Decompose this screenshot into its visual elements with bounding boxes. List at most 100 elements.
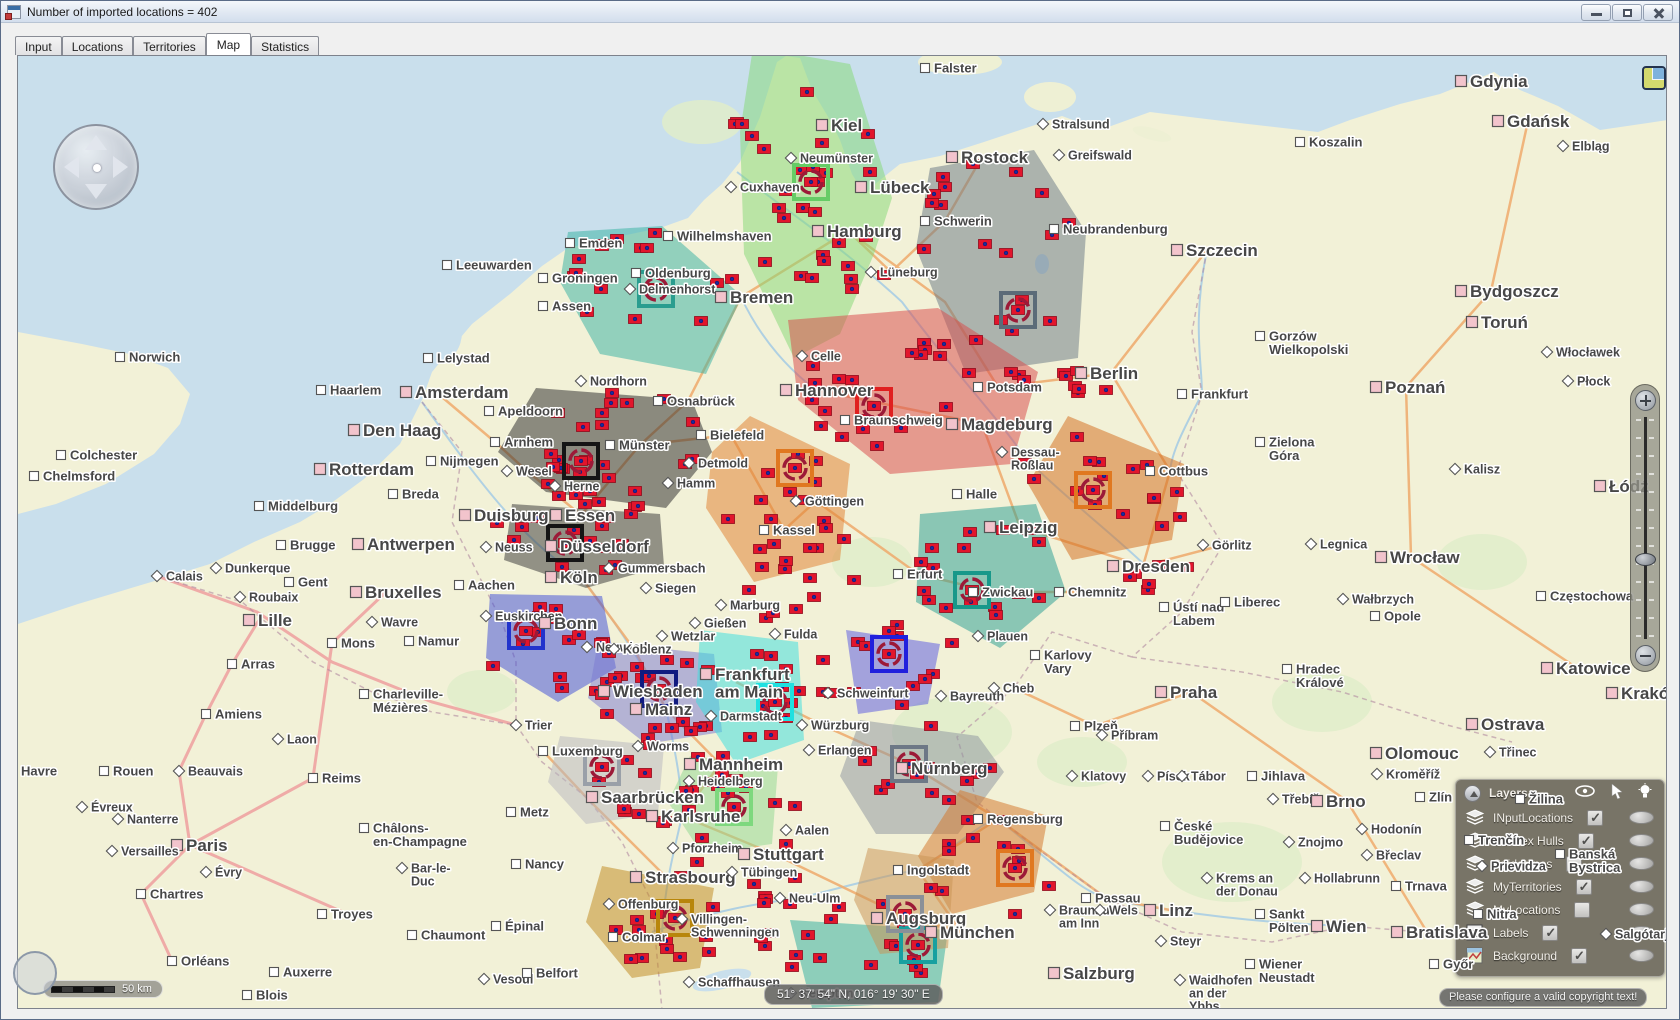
location-marker[interactable] [764,730,778,740]
layer-visibility-checkbox[interactable] [1587,809,1604,826]
location-marker[interactable] [762,928,776,938]
pan-up-arrow-icon[interactable] [85,135,107,150]
location-marker[interactable] [553,672,567,682]
location-marker[interactable] [779,186,793,196]
location-marker[interactable] [1008,909,1022,919]
location-marker[interactable] [845,284,859,294]
location-marker[interactable] [1083,456,1097,466]
location-marker[interactable] [703,777,717,787]
location-marker[interactable] [680,658,694,668]
location-marker[interactable] [673,952,687,962]
location-marker[interactable] [599,543,613,553]
location-marker[interactable] [808,378,822,388]
territory-center-marker[interactable] [996,849,1034,887]
close-button[interactable] [1643,4,1673,21]
zoom-in-button[interactable] [1635,390,1656,411]
location-marker[interactable] [674,871,688,881]
location-marker[interactable] [942,795,956,805]
location-marker[interactable] [863,167,877,177]
layer-row-convex-hulls[interactable]: Convex Hulls [1456,829,1664,852]
location-marker[interactable] [1022,525,1036,535]
location-marker[interactable] [890,620,904,630]
location-marker[interactable] [592,497,606,507]
location-marker[interactable] [1008,863,1022,873]
location-marker[interactable] [1180,562,1194,572]
layer-visibility-checkbox[interactable] [1575,878,1592,895]
layer-opacity-knob[interactable] [1629,857,1654,870]
location-marker[interactable] [938,182,952,192]
location-marker[interactable] [580,307,594,317]
location-marker[interactable] [1045,230,1059,240]
location-marker[interactable] [962,368,976,378]
location-marker[interactable] [847,687,861,697]
location-marker[interactable] [624,954,638,964]
zoom-track[interactable] [1644,417,1647,639]
tab-statistics[interactable]: Statistics [251,36,320,55]
location-marker[interactable] [858,756,872,766]
location-marker[interactable] [706,902,720,912]
location-marker[interactable] [801,930,815,940]
territory-center-marker[interactable] [562,442,600,480]
location-marker[interactable] [649,284,663,294]
location-marker[interactable] [595,408,609,418]
territory-center-marker[interactable] [583,748,621,786]
location-marker[interactable] [856,424,870,434]
pan-down-arrow-icon[interactable] [85,184,107,199]
location-marker[interactable] [652,684,666,694]
location-marker[interactable] [694,316,708,326]
location-marker[interactable] [1009,167,1023,177]
layer-row-inputlocations[interactable]: INputLocations [1456,806,1664,829]
location-marker[interactable] [604,398,618,408]
location-marker[interactable] [507,535,521,545]
location-marker[interactable] [978,239,992,249]
location-marker[interactable] [630,662,644,672]
location-marker[interactable] [1086,485,1100,495]
location-marker[interactable] [1042,881,1056,891]
location-marker[interactable] [558,538,572,548]
location-marker[interactable] [1032,593,1046,603]
location-marker[interactable] [917,244,931,254]
location-marker[interactable] [798,495,812,505]
location-marker[interactable] [832,902,846,912]
location-marker[interactable] [861,129,875,139]
location-marker[interactable] [631,501,645,511]
location-marker[interactable] [721,514,735,524]
location-marker[interactable] [578,499,592,509]
layer-opacity-knob[interactable] [1629,949,1654,962]
layer-opacity-knob[interactable] [1629,880,1654,893]
layer-opacity-knob[interactable] [1629,811,1654,824]
location-marker[interactable] [999,248,1013,258]
location-marker[interactable] [983,763,997,773]
pan-left-arrow-icon[interactable] [64,156,79,178]
location-marker[interactable] [699,932,713,942]
location-marker[interactable] [813,953,827,963]
layer-opacity-knob[interactable] [1629,834,1654,847]
location-marker[interactable] [551,408,565,418]
tab-map[interactable]: Map [205,33,252,55]
location-marker[interactable] [716,751,730,761]
location-marker[interactable] [971,769,985,779]
location-marker[interactable] [945,638,959,648]
location-marker[interactable] [804,177,818,187]
location-marker[interactable] [957,543,971,553]
territory-center-marker[interactable] [756,683,794,721]
location-marker[interactable] [754,933,768,943]
location-marker[interactable] [555,562,569,572]
location-marker[interactable] [602,648,616,658]
location-marker[interactable] [702,947,716,957]
location-marker[interactable] [816,655,830,665]
location-marker[interactable] [925,543,939,553]
overview-map-button[interactable] [1642,66,1666,90]
map-viewport[interactable]: Layers INputLocations Convex Hulls Spiderl… [17,55,1667,1009]
territory-center-marker[interactable] [899,926,937,964]
location-marker[interactable] [894,423,908,433]
location-marker[interactable] [824,688,838,698]
location-marker[interactable] [562,635,576,645]
location-marker[interactable] [832,374,846,384]
location-marker[interactable] [544,449,558,459]
layer-visibility-checkbox[interactable] [1571,947,1588,964]
location-marker[interactable] [754,495,768,505]
location-marker[interactable] [640,243,654,253]
layer-opacity-knob[interactable] [1629,926,1654,939]
location-marker[interactable] [768,798,782,808]
